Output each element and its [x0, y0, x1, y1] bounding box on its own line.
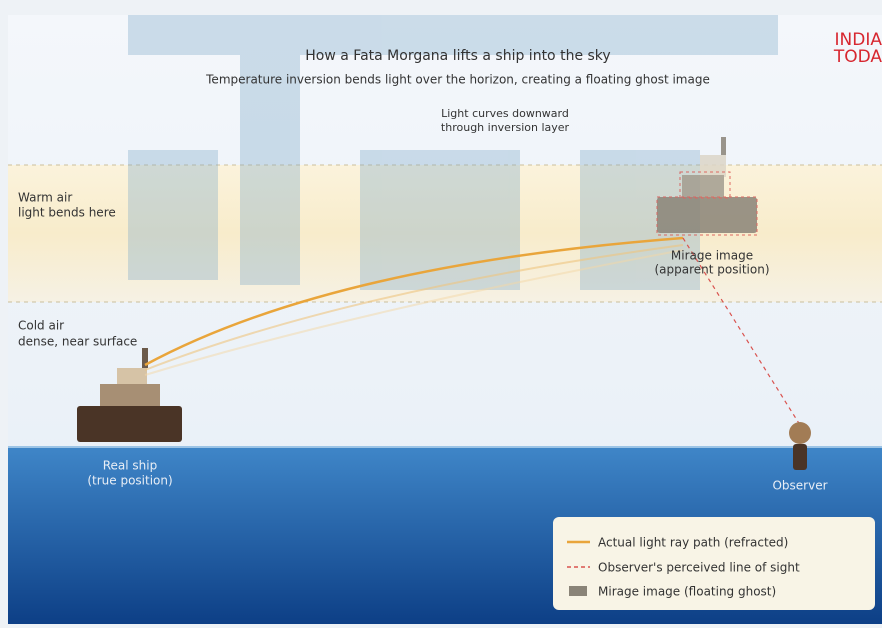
annotation: Real ship — [103, 459, 158, 473]
annotation: Warm air — [18, 191, 72, 205]
annotation: through inversion layer — [441, 121, 570, 134]
annotation: light bends here — [18, 206, 116, 220]
observer-head — [789, 422, 811, 444]
logo-text: TODA — [833, 47, 882, 67]
subtitle: Temperature inversion bends light over t… — [205, 73, 710, 87]
annotation: Cold air — [18, 319, 64, 333]
legend-label: Observer's perceived line of sight — [598, 561, 800, 575]
annotation: dense, near surface — [18, 335, 137, 349]
observer-body — [793, 444, 807, 470]
annotation: Mirage image — [671, 249, 753, 263]
annotation: Observer — [772, 479, 827, 493]
annotation: Light curves downward — [441, 107, 569, 120]
legend-label: Mirage image (floating ghost) — [598, 585, 776, 599]
page: INDIA TODA How a Fata Morgana lifts a sh… — [0, 0, 882, 624]
annotation: (apparent position) — [654, 263, 769, 277]
legend-swatch — [569, 586, 587, 596]
title: How a Fata Morgana lifts a ship into the… — [305, 48, 610, 64]
annotation: (true position) — [87, 474, 172, 488]
diagram: INDIA TODA How a Fata Morgana lifts a sh… — [0, 0, 882, 624]
legend-label: Actual light ray path (refracted) — [598, 536, 788, 550]
